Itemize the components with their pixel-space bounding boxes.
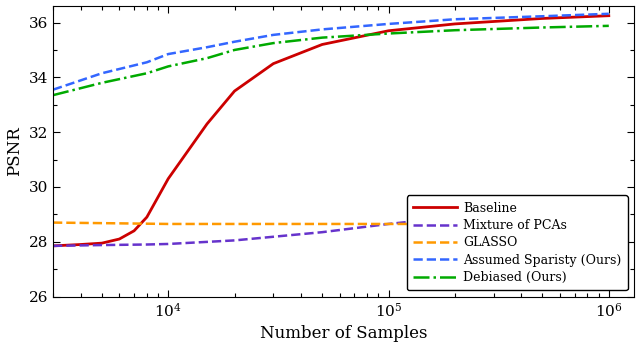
Mixture of PCAs bbox=[539, 209, 547, 214]
Line: GLASSO: GLASSO bbox=[53, 223, 609, 224]
Assumed Sparisty (Ours) bbox=[203, 45, 211, 49]
GLASSO bbox=[164, 222, 172, 226]
Line: Assumed Sparisty (Ours): Assumed Sparisty (Ours) bbox=[53, 14, 609, 90]
Baseline bbox=[143, 215, 150, 219]
Assumed Sparisty (Ours) bbox=[98, 71, 106, 75]
Mixture of PCAs bbox=[143, 243, 150, 247]
Baseline bbox=[131, 229, 138, 233]
Baseline bbox=[269, 62, 277, 66]
Debiased (Ours) bbox=[269, 41, 277, 45]
Baseline bbox=[385, 29, 392, 33]
X-axis label: Number of Samples: Number of Samples bbox=[260, 325, 428, 342]
Baseline bbox=[77, 243, 84, 247]
Debiased (Ours) bbox=[203, 56, 211, 60]
GLASSO bbox=[230, 222, 238, 226]
GLASSO bbox=[49, 221, 57, 225]
Mixture of PCAs bbox=[318, 230, 326, 234]
Mixture of PCAs bbox=[164, 242, 172, 246]
Legend: Baseline, Mixture of PCAs, GLASSO, Assumed Sparisty (Ours), Debiased (Ours): Baseline, Mixture of PCAs, GLASSO, Assum… bbox=[407, 195, 628, 290]
Assumed Sparisty (Ours) bbox=[318, 27, 326, 31]
Debiased (Ours) bbox=[539, 25, 547, 30]
Debiased (Ours) bbox=[318, 35, 326, 40]
Mixture of PCAs bbox=[49, 244, 57, 248]
Assumed Sparisty (Ours) bbox=[605, 12, 612, 16]
Baseline bbox=[203, 122, 211, 126]
Baseline bbox=[98, 241, 106, 245]
GLASSO bbox=[143, 222, 150, 226]
Debiased (Ours) bbox=[605, 24, 612, 28]
GLASSO bbox=[98, 221, 106, 225]
Mixture of PCAs bbox=[98, 243, 106, 247]
Baseline bbox=[164, 177, 172, 181]
Baseline bbox=[539, 16, 547, 21]
GLASSO bbox=[605, 222, 612, 226]
Mixture of PCAs bbox=[230, 238, 238, 243]
Assumed Sparisty (Ours) bbox=[143, 60, 150, 64]
GLASSO bbox=[451, 222, 459, 226]
Mixture of PCAs bbox=[605, 204, 612, 208]
Assumed Sparisty (Ours) bbox=[385, 22, 392, 26]
Y-axis label: PSNR: PSNR bbox=[6, 126, 23, 176]
Assumed Sparisty (Ours) bbox=[164, 52, 172, 56]
Mixture of PCAs bbox=[385, 222, 392, 226]
Line: Baseline: Baseline bbox=[53, 16, 609, 246]
Debiased (Ours) bbox=[143, 71, 150, 75]
Baseline bbox=[318, 42, 326, 47]
Debiased (Ours) bbox=[230, 48, 238, 52]
Assumed Sparisty (Ours) bbox=[269, 33, 277, 37]
Assumed Sparisty (Ours) bbox=[539, 14, 547, 18]
Baseline bbox=[230, 89, 238, 93]
Assumed Sparisty (Ours) bbox=[49, 88, 57, 92]
Debiased (Ours) bbox=[164, 64, 172, 69]
Debiased (Ours) bbox=[385, 31, 392, 35]
Debiased (Ours) bbox=[98, 81, 106, 85]
Assumed Sparisty (Ours) bbox=[230, 40, 238, 44]
Baseline bbox=[605, 14, 612, 18]
Assumed Sparisty (Ours) bbox=[451, 17, 459, 21]
GLASSO bbox=[318, 222, 326, 226]
Baseline bbox=[451, 22, 459, 26]
Line: Debiased (Ours): Debiased (Ours) bbox=[53, 26, 609, 95]
Debiased (Ours) bbox=[451, 28, 459, 32]
Line: Mixture of PCAs: Mixture of PCAs bbox=[53, 206, 609, 246]
Debiased (Ours) bbox=[49, 93, 57, 97]
GLASSO bbox=[385, 222, 392, 226]
Mixture of PCAs bbox=[451, 215, 459, 219]
GLASSO bbox=[539, 222, 547, 226]
Baseline bbox=[49, 244, 57, 248]
Baseline bbox=[115, 237, 123, 241]
